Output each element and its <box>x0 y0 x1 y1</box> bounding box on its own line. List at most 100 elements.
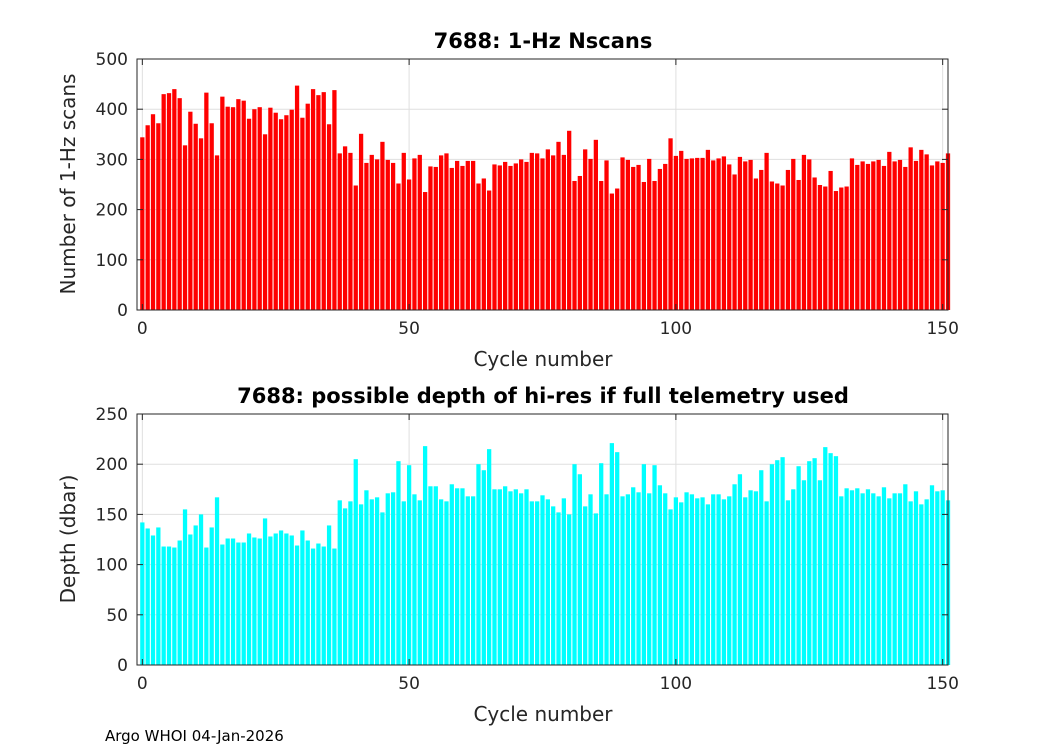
nscans-bar <box>460 165 465 310</box>
nscans-bar <box>833 191 839 310</box>
depth-bar <box>855 488 860 665</box>
depth-bar <box>620 496 625 665</box>
depth-bar <box>657 485 663 665</box>
depth-bar <box>465 496 470 665</box>
depth-bar <box>193 525 198 665</box>
nscans-bar <box>444 153 449 310</box>
depth-bar <box>929 485 935 665</box>
depth-bar <box>561 498 566 665</box>
depth-ytick-label: 0 <box>117 656 128 676</box>
nscans-bar <box>593 139 598 310</box>
depth-bar <box>743 497 748 665</box>
nscans-axes-box <box>136 58 949 311</box>
nscans-bar <box>844 186 849 310</box>
nscans-bar <box>422 192 428 310</box>
nscans-bar <box>305 103 310 311</box>
nscans-bar <box>188 111 193 311</box>
nscans-bar <box>278 119 284 311</box>
depth-bar <box>796 466 801 665</box>
nscans-bar <box>337 153 342 310</box>
nscans-bar <box>865 163 871 310</box>
nscans-bar <box>172 89 177 311</box>
depth-bar <box>839 496 844 665</box>
nscans-bar <box>823 186 828 310</box>
depth-bar <box>567 514 572 665</box>
depth-chart: 7688: possible depth of hi-res if full t… <box>56 384 959 726</box>
nscans-bar <box>225 106 230 310</box>
nscans-bar <box>519 159 524 310</box>
depth-bars <box>140 443 951 665</box>
depth-bar <box>273 533 278 665</box>
nscans-bar <box>599 180 604 310</box>
nscans-ytick-label: 100 <box>96 251 128 271</box>
nscans-bar <box>503 161 508 310</box>
nscans-bar <box>679 150 684 310</box>
nscans-bar <box>935 161 940 310</box>
depth-bar <box>935 491 940 665</box>
nscans-bars <box>140 85 951 311</box>
nscans-bar <box>193 123 198 310</box>
nscans-bar <box>919 149 924 310</box>
depth-bar <box>785 500 791 665</box>
nscans-bar <box>508 165 513 310</box>
depth-bar <box>417 500 422 665</box>
nscans-bar <box>369 154 374 310</box>
depth-bar <box>647 493 652 665</box>
nscans-bar <box>924 154 929 310</box>
nscans-bar <box>855 164 860 310</box>
depth-ytick-label: 250 <box>96 405 128 425</box>
depth-bar <box>700 497 705 665</box>
nscans-bar <box>753 178 759 310</box>
nscans-bar <box>262 134 268 310</box>
nscans-bar <box>342 146 348 310</box>
depth-bar <box>497 489 502 665</box>
depth-bar <box>326 525 332 665</box>
depth-bar <box>321 546 326 665</box>
nscans-bar <box>583 149 588 310</box>
depth-bar <box>705 504 711 665</box>
depth-bar <box>673 497 679 665</box>
depth-bar <box>732 484 737 665</box>
nscans-bar <box>631 166 636 310</box>
depth-bar <box>551 506 556 665</box>
nscans-bar <box>828 170 833 310</box>
depth-bar <box>390 492 396 665</box>
depth-bar <box>881 487 887 665</box>
nscans-bar <box>348 152 353 310</box>
depth-bar <box>828 453 833 665</box>
depth-bar <box>481 470 486 665</box>
nscans-bar <box>492 164 497 310</box>
nscans-bar <box>572 180 577 310</box>
nscans-bar <box>764 152 769 310</box>
nscans-bar <box>700 157 705 310</box>
nscans-bar <box>252 109 257 310</box>
nscans-bar <box>705 149 711 310</box>
depth-bar <box>721 499 727 665</box>
nscans-bar <box>236 99 241 310</box>
depth-bar <box>348 501 353 665</box>
depth-chart-title: 7688: possible depth of hi-res if full t… <box>237 384 849 408</box>
nscans-bar <box>668 138 673 310</box>
nscans-bar <box>257 107 262 310</box>
nscans-xtick-label: 0 <box>137 319 148 339</box>
nscans-bar <box>908 147 913 310</box>
depth-xtick-label: 100 <box>660 674 692 694</box>
depth-bar <box>535 501 540 665</box>
depth-bar <box>300 530 305 665</box>
nscans-bar <box>791 158 796 310</box>
depth-bar <box>342 508 348 665</box>
nscans-bar <box>716 158 721 310</box>
nscans-bar <box>374 159 380 310</box>
depth-bar <box>615 452 620 665</box>
nscans-xtick-label: 100 <box>660 319 692 339</box>
depth-bar <box>940 490 945 665</box>
nscans-bar <box>246 118 252 311</box>
depth-bar <box>903 484 908 665</box>
depth-bar <box>369 499 374 665</box>
nscans-bar <box>284 115 289 310</box>
depth-bar <box>524 489 529 665</box>
nscans-bar <box>166 93 172 310</box>
nscans-bar <box>871 161 876 310</box>
nscans-bar <box>636 164 641 310</box>
depth-bar <box>412 494 417 665</box>
